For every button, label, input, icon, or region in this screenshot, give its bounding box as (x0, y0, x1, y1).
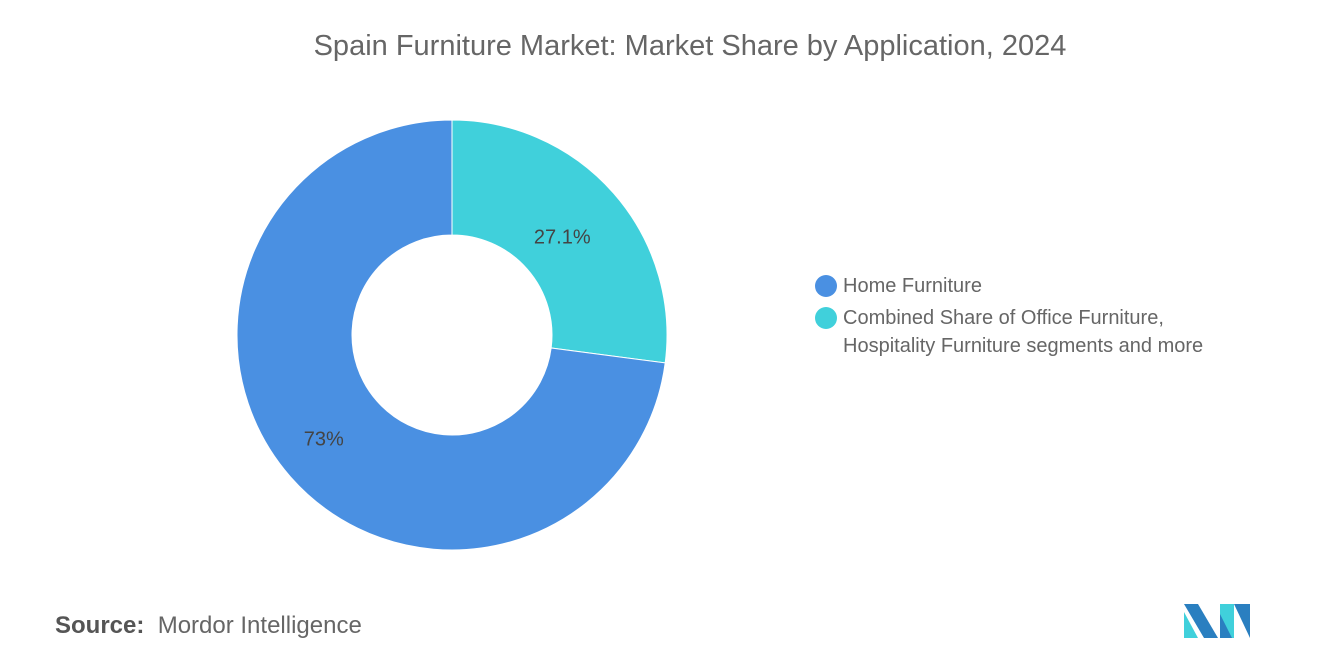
legend-label-line2: Hospitality Furniture segments and more (843, 335, 1204, 357)
slice-1 (451, 119, 668, 364)
legend: Home Furniture Combined Share of Office … (815, 272, 1203, 364)
source-note: Source: Mordor Intelligence (55, 612, 362, 640)
legend-label: Combined Share of Office Furniture, Hospi… (843, 304, 1203, 360)
chart-title: Spain Furniture Market: Market Share by … (313, 30, 1067, 62)
legend-item-home-furniture[interactable]: Home Furniture (815, 272, 1203, 300)
legend-swatch (815, 275, 837, 297)
legend-label-line1: Combined Share of Office Furniture, (843, 307, 1164, 329)
slice-0 (236, 119, 666, 551)
source-label: Source: (55, 612, 145, 639)
source-value: Mordor Intelligence (157, 612, 362, 639)
data-label-1: 27.1% (534, 226, 591, 248)
data-label-0: 73% (304, 429, 344, 451)
donut-chart: 27.1% 73% (236, 119, 668, 551)
legend-swatch (815, 307, 837, 329)
mordor-logo (1184, 604, 1250, 638)
legend-item-combined-share[interactable]: Combined Share of Office Furniture, Hospi… (815, 304, 1203, 360)
legend-label: Home Furniture (843, 275, 982, 297)
